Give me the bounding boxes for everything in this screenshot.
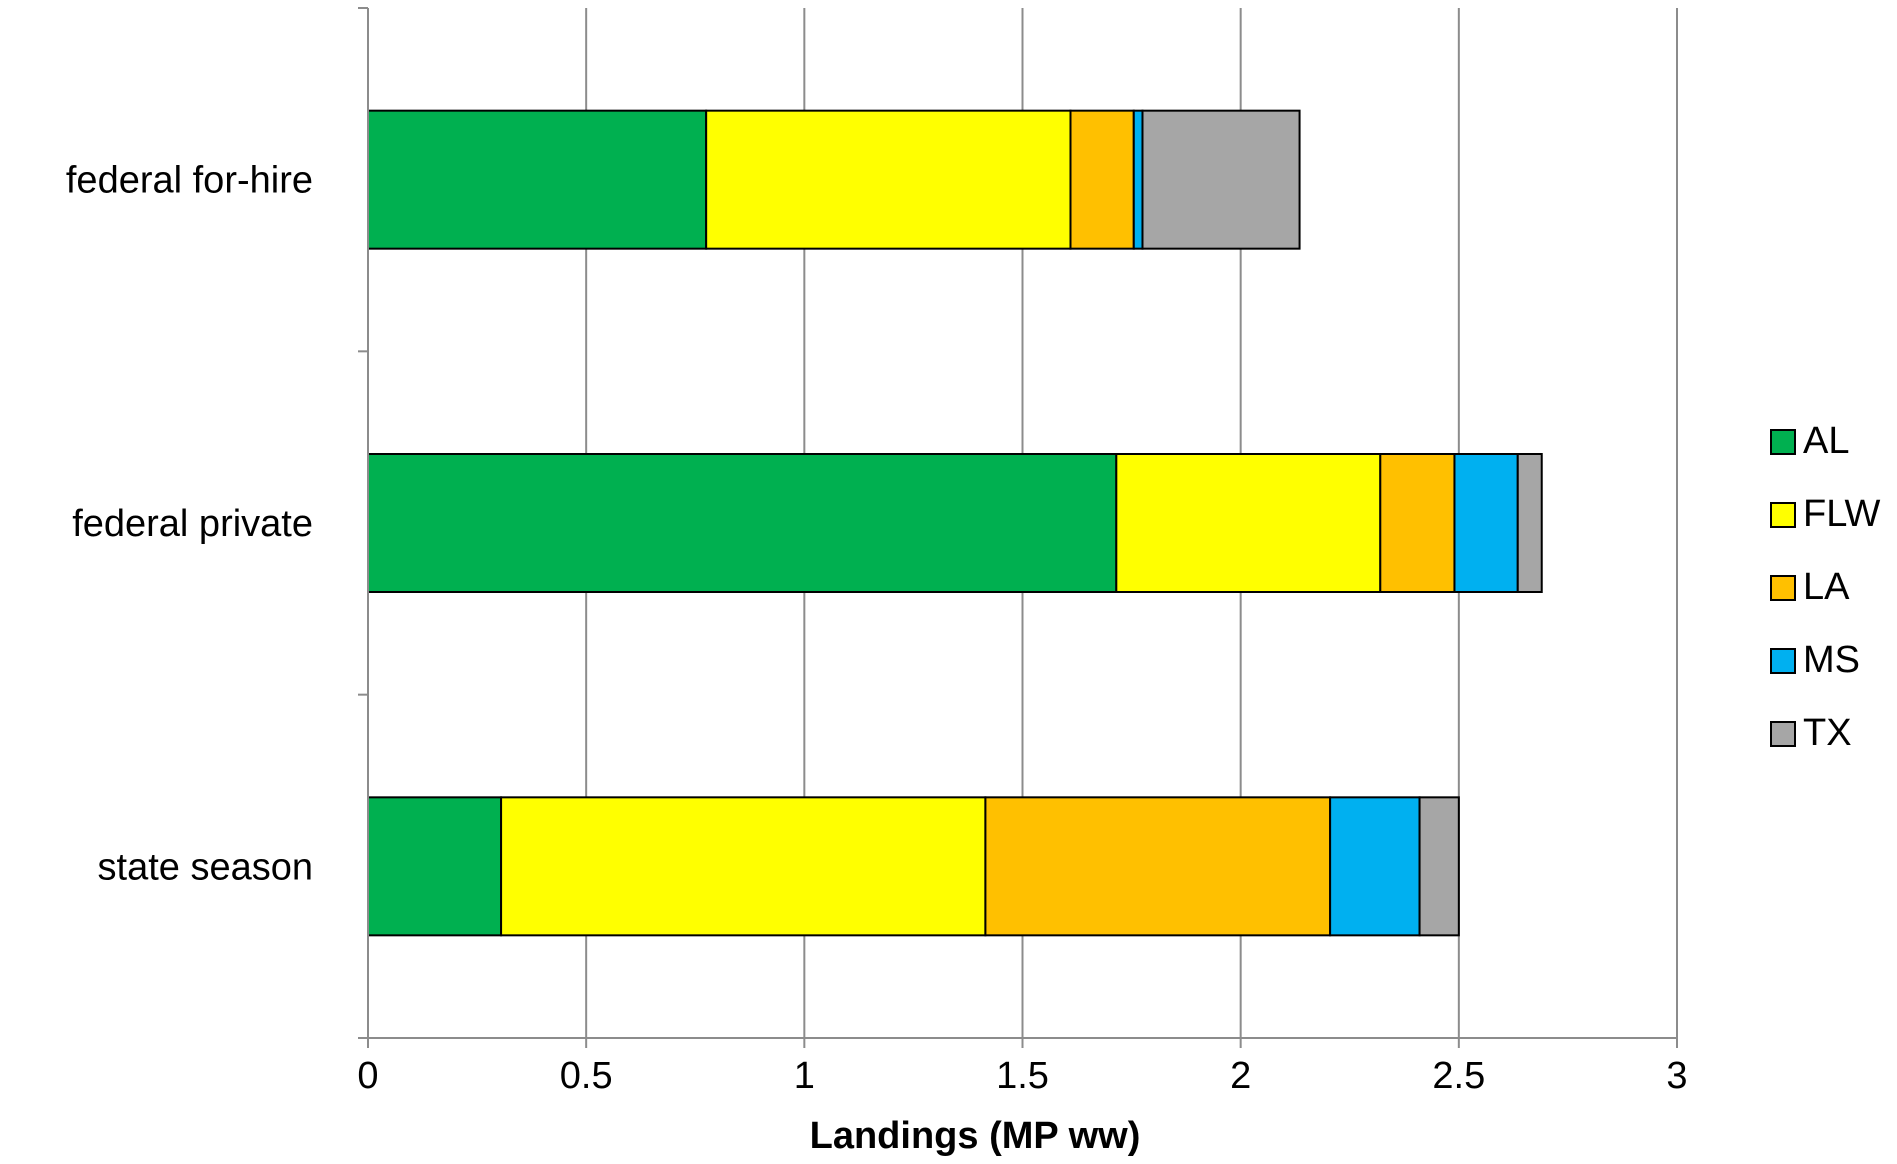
bar-segment-al [367, 796, 503, 937]
legend-swatch [1770, 575, 1796, 601]
legend-swatch [1770, 429, 1796, 455]
category-label: federal private [72, 503, 313, 545]
bar-segment-al [367, 453, 1118, 593]
legend-label: AL [1803, 420, 1849, 462]
bar-segment-la [1069, 109, 1135, 250]
bar-segment-la [984, 796, 1332, 937]
legend-label: FLW [1803, 493, 1881, 535]
legend-label: TX [1803, 712, 1852, 754]
bars [367, 109, 1543, 937]
x-tick-label: 2 [1230, 1055, 1251, 1097]
category-label: federal for-hire [66, 160, 313, 202]
x-tick-label: 0.5 [560, 1055, 613, 1097]
bar-segment-tx [1516, 453, 1543, 593]
legend-label: LA [1803, 566, 1850, 608]
x-tick-labels: 0 0.5 1 1.5 2 2.5 3 [357, 1055, 1687, 1097]
bar-segment-al [367, 109, 708, 250]
bar-segment-flw [705, 109, 1072, 250]
x-tick-label: 3 [1666, 1055, 1687, 1097]
axes [358, 7, 1678, 1048]
legend-swatch [1770, 648, 1796, 674]
bar-segment-la [1379, 453, 1456, 593]
legend-label: MS [1803, 639, 1860, 681]
bar-segment-flw [1115, 453, 1382, 593]
legend: AL FLW LA MS TX [1770, 420, 1881, 754]
bar-segment-ms [1329, 796, 1421, 937]
bar-segment-flw [500, 796, 987, 937]
x-tick-label: 1.5 [996, 1055, 1049, 1097]
bar-segment-tx [1418, 796, 1460, 937]
x-tick-label: 1 [794, 1055, 815, 1097]
bar-segment-ms [1132, 109, 1144, 250]
bar-segment-ms [1453, 453, 1519, 593]
x-axis-title: Landings (MP ww) [810, 1115, 1141, 1157]
legend-swatch [1770, 721, 1796, 747]
category-labels: federal for-hire federal private state sea… [66, 160, 313, 889]
bar-segment-tx [1141, 109, 1301, 250]
x-tick-label: 2.5 [1432, 1055, 1485, 1097]
x-tick-label: 0 [357, 1055, 378, 1097]
category-label: state season [98, 846, 313, 888]
legend-swatch [1770, 502, 1796, 528]
